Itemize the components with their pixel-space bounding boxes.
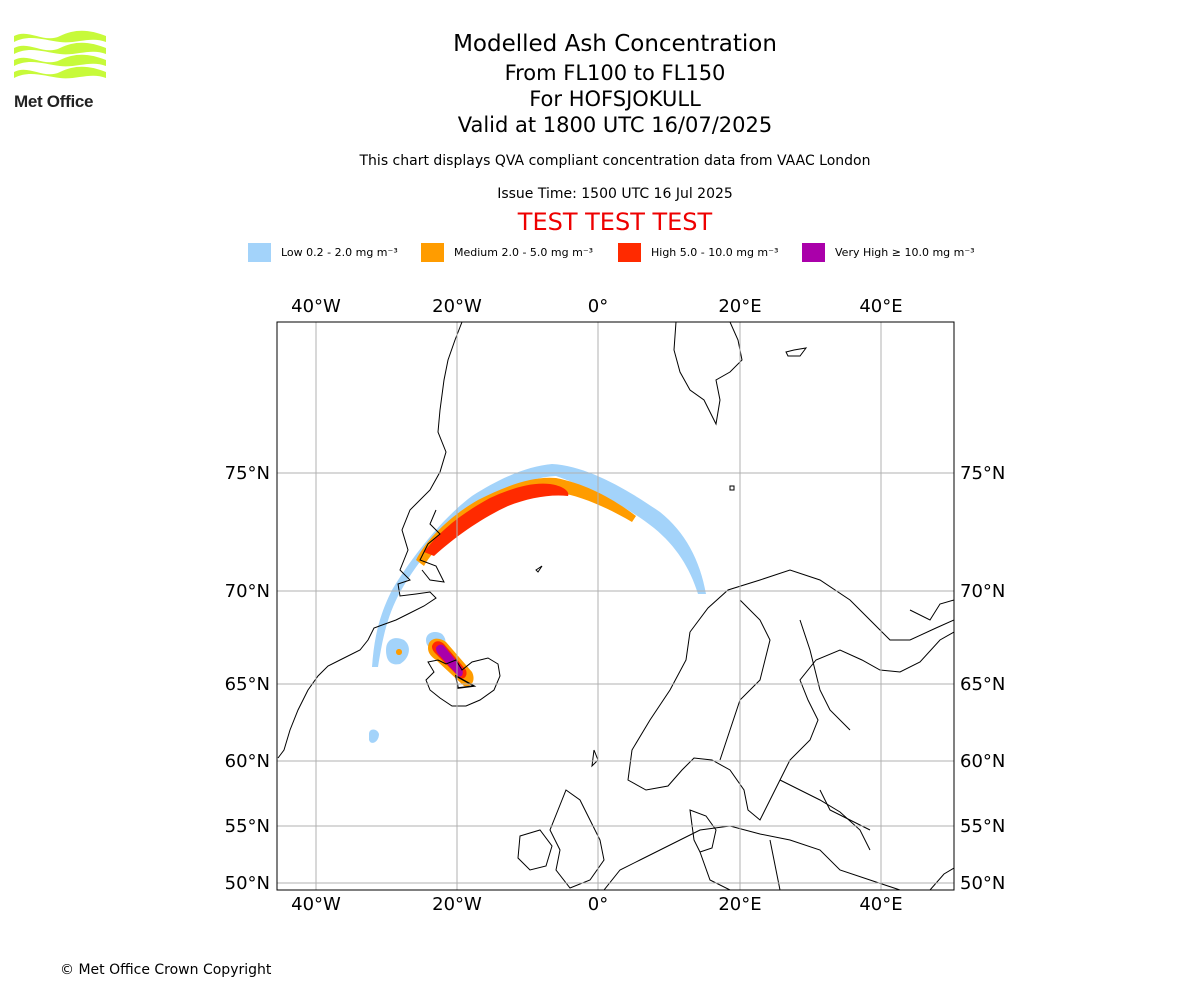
- finland-russia-border: [799, 619, 851, 731]
- lon-label-bottom-40w: 40°W: [291, 894, 341, 915]
- lon-labels-top: 40°W 20°W 0° 20°E 40°E: [291, 296, 902, 317]
- lon-label-top-40w: 40°W: [291, 296, 341, 317]
- baltic-states: [819, 789, 871, 831]
- legend-swatch-medium: [421, 243, 444, 262]
- bear-island: [729, 485, 735, 491]
- lon-label-top-20w: 20°W: [432, 296, 482, 317]
- copyright-notice: © Met Office Crown Copyright: [60, 962, 272, 978]
- lon-label-bottom-20w: 20°W: [432, 894, 482, 915]
- baltic-coast: [779, 779, 871, 851]
- jan-mayen: [535, 565, 543, 573]
- legend-swatch-low: [248, 243, 271, 262]
- lon-labels-bottom: 40°W 20°W 0° 20°E 40°E: [291, 894, 902, 915]
- lat-label-left-75n: 75°N: [225, 463, 270, 484]
- lon-label-bottom-0: 0°: [588, 894, 608, 915]
- map-frame: [276, 321, 955, 891]
- lat-label-right-60n: 60°N: [960, 751, 1005, 772]
- poland-border: [769, 839, 781, 890]
- ash-high-layer: [424, 483, 569, 679]
- lat-label-right-70n: 70°N: [960, 581, 1005, 602]
- page-title: Modelled Ash Concentration: [453, 31, 777, 57]
- ireland: [517, 829, 553, 871]
- chart-description: This chart displays QVA compliant concen…: [359, 153, 871, 169]
- legend-item-low: Low 0.2 - 2.0 mg m⁻³: [248, 243, 398, 262]
- hofsjokull-marker: [455, 674, 477, 689]
- lat-label-left-70n: 70°N: [225, 581, 270, 602]
- legend-item-high: High 5.0 - 10.0 mg m⁻³: [618, 243, 778, 262]
- issue-time: Issue Time: 1500 UTC 16 Jul 2025: [497, 186, 733, 202]
- logo-wordmark: Met Office: [14, 92, 94, 111]
- legend-item-medium: Medium 2.0 - 5.0 mg m⁻³: [421, 243, 593, 262]
- lat-label-right-55n: 55°N: [960, 816, 1005, 837]
- volcano-name: For HOFSJOKULL: [529, 87, 701, 111]
- valid-time: Valid at 1800 UTC 16/07/2025: [457, 113, 773, 137]
- finland-sweden-border: [719, 599, 771, 761]
- lat-labels-right: 75°N 70°N 65°N 60°N 55°N 50°N: [960, 463, 1005, 894]
- chart-header: Modelled Ash Concentration From FL100 to…: [240, 28, 990, 237]
- coastlines: [277, 322, 954, 890]
- lon-label-top-40e: 40°E: [859, 296, 902, 317]
- gridlines: [277, 322, 954, 890]
- legend-label-low: Low 0.2 - 2.0 mg m⁻³: [281, 246, 398, 259]
- svalbard-coast: [673, 322, 743, 426]
- black-sea-hint: [929, 867, 954, 890]
- svalbard-island: [785, 347, 808, 357]
- lon-label-top-0: 0°: [588, 296, 608, 317]
- lat-label-right-50n: 50°N: [960, 873, 1005, 894]
- lat-label-left-65n: 65°N: [225, 674, 270, 695]
- map-background: [277, 322, 954, 890]
- legend-swatch-high: [618, 243, 641, 262]
- lat-label-left-60n: 60°N: [225, 751, 270, 772]
- denmark: [689, 809, 717, 853]
- ash-medium-layer: [396, 477, 636, 687]
- lon-label-bottom-20e: 20°E: [718, 894, 761, 915]
- shetland: [591, 749, 599, 768]
- legend-swatch-very-high: [802, 243, 825, 262]
- lat-label-left-55n: 55°N: [225, 816, 270, 837]
- legend-label-very-high: Very High ≥ 10.0 mg m⁻³: [835, 246, 975, 259]
- norway-coast: [627, 631, 954, 821]
- lat-label-right-65n: 65°N: [960, 674, 1005, 695]
- lon-label-top-20e: 20°E: [718, 296, 761, 317]
- british-isles: [549, 789, 605, 889]
- russia-coast: [909, 599, 954, 621]
- lat-label-right-75n: 75°N: [960, 463, 1005, 484]
- scandinavia-coast: [689, 569, 954, 641]
- ash-very-high-layer: [436, 644, 463, 677]
- europe-coast: [603, 825, 901, 890]
- germany-border: [699, 851, 731, 890]
- legend-item-very-high: Very High ≥ 10.0 mg m⁻³: [802, 243, 975, 262]
- legend-label-high: High 5.0 - 10.0 mg m⁻³: [651, 246, 779, 259]
- lon-label-bottom-40e: 40°E: [859, 894, 902, 915]
- test-banner: TEST TEST TEST: [517, 208, 713, 236]
- legend-label-medium: Medium 2.0 - 5.0 mg m⁻³: [454, 246, 594, 259]
- met-office-logo: Met Office: [14, 30, 114, 114]
- lat-labels-left: 75°N 70°N 65°N 60°N 55°N 50°N: [225, 463, 270, 894]
- greenland-fjords: [419, 509, 445, 583]
- iceland-coast: [425, 657, 501, 707]
- greenland-coast: [277, 322, 463, 759]
- lat-label-left-50n: 50°N: [225, 873, 270, 894]
- ash-low-layer: [369, 464, 706, 743]
- flight-levels: From FL100 to FL150: [504, 61, 726, 85]
- met-office-waves-icon: [14, 30, 106, 79]
